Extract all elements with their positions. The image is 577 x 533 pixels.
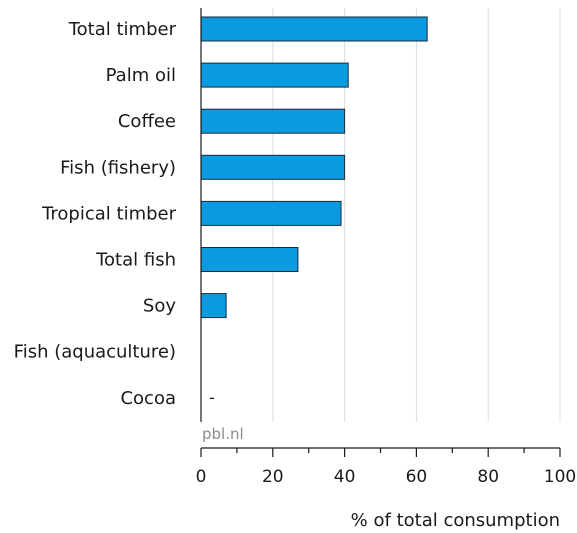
category-label-fish-fishery: Fish (fishery) — [60, 157, 176, 178]
x-tick-label-20: 20 — [262, 467, 284, 487]
bar-coffee — [200, 108, 346, 134]
bar-tropical-timber — [200, 200, 342, 226]
category-label-total-timber: Total timber — [68, 19, 177, 40]
category-label-cocoa: Cocoa — [120, 388, 176, 409]
bar-total-timber — [200, 16, 428, 42]
x-axis-title: % of total consumption — [351, 510, 560, 531]
data-label-cocoa: - — [209, 388, 215, 407]
category-label-soy: Soy — [143, 296, 176, 317]
category-label-total-fish: Total fish — [95, 250, 176, 271]
category-labels: Total timber Palm oil Coffee Fish (fishery)… — [14, 19, 177, 409]
x-tick-label-80: 80 — [477, 467, 499, 487]
x-axis-ticks: 0 20 40 60 80 100 — [196, 448, 576, 487]
category-label-coffee: Coffee — [118, 111, 176, 132]
category-label-fish-aquaculture: Fish (aquaculture) — [14, 342, 176, 363]
bars: - — [200, 16, 428, 407]
x-tick-label-40: 40 — [334, 467, 356, 487]
category-label-tropical-timber: Tropical timber — [41, 203, 177, 224]
category-label-palm-oil: Palm oil — [106, 65, 176, 86]
bar-total-fish — [200, 247, 299, 272]
bar-palm-oil — [200, 62, 349, 88]
bar-fish-fishery — [200, 154, 346, 180]
bar-soy — [200, 293, 227, 319]
x-tick-label-60: 60 — [406, 467, 428, 487]
x-tick-label-0: 0 — [196, 467, 207, 487]
x-tick-label-100: 100 — [544, 467, 576, 487]
source-credit: pbl.nl — [202, 425, 244, 443]
